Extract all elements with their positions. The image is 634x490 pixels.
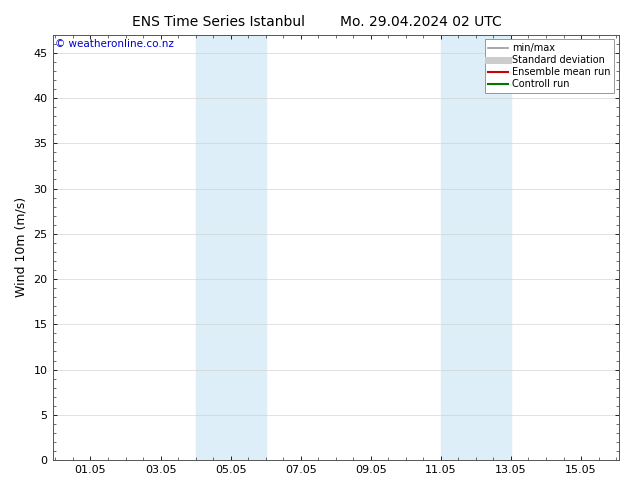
Y-axis label: Wind 10m (m/s): Wind 10m (m/s): [15, 197, 28, 297]
Text: ENS Time Series Istanbul        Mo. 29.04.2024 02 UTC: ENS Time Series Istanbul Mo. 29.04.2024 …: [132, 15, 502, 29]
Text: © weatheronline.co.nz: © weatheronline.co.nz: [55, 39, 174, 49]
Bar: [441, 35, 511, 460]
Legend: min/max, Standard deviation, Ensemble mean run, Controll run: min/max, Standard deviation, Ensemble me…: [484, 40, 614, 93]
Bar: [196, 35, 266, 460]
